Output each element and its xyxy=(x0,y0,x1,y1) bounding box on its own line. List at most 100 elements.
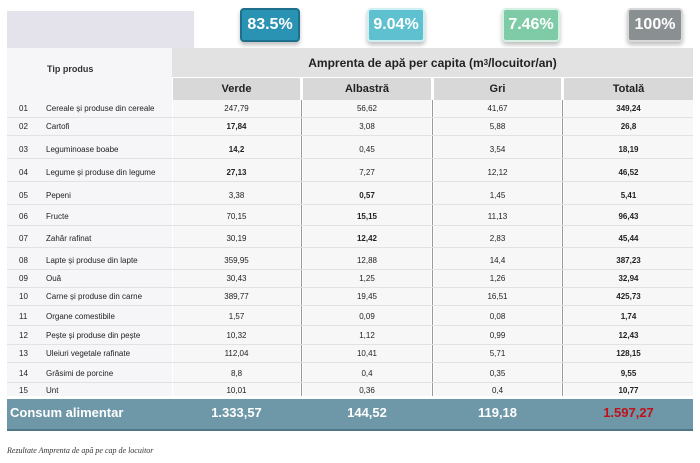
row-number: 12 xyxy=(19,331,28,340)
row-value-totala: 425,73 xyxy=(616,292,641,301)
row-value-albastra: 0,45 xyxy=(359,145,375,154)
figure-caption: Rezultate Amprenta de apă pe cap de locu… xyxy=(7,446,154,455)
row-value-albastra: 12,88 xyxy=(356,256,378,265)
row-value-gri: 1,26 xyxy=(489,274,506,283)
column-background xyxy=(173,100,300,396)
column-header-albastra: Albastră xyxy=(303,78,431,100)
header-title: Amprenta de apă per capita (m xyxy=(308,55,484,70)
row-value-gri: 0,4 xyxy=(491,386,504,395)
row-value-totala: 18,19 xyxy=(618,145,639,154)
table-row: 03 Leguminoase boabe 14,2 0,45 3,54 18,19 xyxy=(7,141,693,158)
row-divider xyxy=(7,158,693,159)
row-divider xyxy=(7,247,693,248)
row-divider xyxy=(7,135,693,136)
table-row: 12 Pește și produse din pește 10,32 1,12 0,9… xyxy=(7,327,693,344)
row-value-verde: 247,79 xyxy=(224,104,249,113)
row-number: 10 xyxy=(19,292,28,301)
row-value-albastra: 10,41 xyxy=(356,349,378,358)
table-row: 13 Uleiuri vegetale rafinate 112,04 10,41 5,… xyxy=(7,345,693,362)
row-number: 05 xyxy=(19,191,28,200)
row-value-verde: 14,2 xyxy=(228,145,245,154)
row-value-gri: 41,67 xyxy=(487,104,508,113)
table-row: 04 Legume și produse din legume 27,13 7,27 1… xyxy=(7,164,693,181)
row-number: 14 xyxy=(19,369,28,378)
row-divider xyxy=(7,269,693,270)
row-value-verde: 3,38 xyxy=(228,191,245,200)
badge-verde-percent: 83.5% xyxy=(240,8,300,42)
column-divider xyxy=(562,100,563,396)
row-value-albastra: 12,42 xyxy=(356,234,378,243)
row-value-verde: 10,01 xyxy=(226,386,247,395)
row-divider xyxy=(7,225,693,226)
row-value-verde: 17,84 xyxy=(226,122,247,131)
row-number: 06 xyxy=(19,212,28,221)
row-divider xyxy=(7,287,693,288)
row-value-albastra: 1,25 xyxy=(359,274,375,283)
row-divider xyxy=(7,305,693,306)
table-row: 01 Cereale și produse din cereale 247,79 56… xyxy=(7,100,693,117)
row-product-name: Ouă xyxy=(46,274,62,283)
row-divider xyxy=(7,204,693,205)
total-label: Consum alimentar xyxy=(10,405,124,420)
row-value-verde: 1,57 xyxy=(228,312,245,321)
row-product-name: Carne și produse din carne xyxy=(46,292,143,301)
row-value-gri: 1,45 xyxy=(489,191,506,200)
row-value-verde: 359,95 xyxy=(224,256,249,265)
badge-gri-percent: 7.46% xyxy=(502,8,560,42)
row-value-totala: 12,43 xyxy=(618,331,639,340)
row-product-name: Uleiuri vegetale rafinate xyxy=(46,349,131,358)
row-divider xyxy=(7,382,693,383)
row-value-totala: 32,94 xyxy=(618,274,639,283)
row-number: 08 xyxy=(19,256,28,265)
row-number: 04 xyxy=(19,168,28,177)
row-divider xyxy=(7,362,693,363)
row-value-gri: 0,35 xyxy=(489,369,506,378)
row-value-verde: 30,19 xyxy=(226,234,247,243)
left-column-background xyxy=(7,48,172,396)
row-value-gri: 5,71 xyxy=(489,349,506,358)
table-row: 07 Zahăr rafinat 30,19 12,42 2,83 45,44 xyxy=(7,230,693,247)
row-value-gri: 11,13 xyxy=(487,212,508,221)
row-product-name: Zahăr rafinat xyxy=(46,234,92,243)
total-albastra: 144,52 xyxy=(347,405,387,420)
row-product-name: Lapte și produse din lapte xyxy=(46,256,138,265)
column-background xyxy=(303,100,431,396)
table-row: 14 Grăsimi de porcine 8,8 0,4 0,35 9,55 xyxy=(7,365,693,382)
row-value-albastra: 1,12 xyxy=(359,331,375,340)
row-value-totala: 387,23 xyxy=(616,256,641,265)
row-product-name: Organe comestibile xyxy=(46,312,115,321)
column-background xyxy=(434,100,561,396)
table-row: 02 Cartofi 17,84 3,08 5,88 26,8 xyxy=(7,118,693,135)
row-value-albastra: 7,27 xyxy=(359,168,375,177)
row-value-gri: 16,51 xyxy=(487,292,508,301)
row-value-gri: 0,99 xyxy=(489,331,506,340)
row-product-name: Pepeni xyxy=(46,191,71,200)
row-divider xyxy=(7,325,693,326)
row-product-name: Cereale și produse din cereale xyxy=(46,104,155,113)
row-product-name: Leguminoase boabe xyxy=(46,145,119,154)
row-value-verde: 30,43 xyxy=(226,274,247,283)
table-row: 15 Unt 10,01 0,36 0,4 10,77 xyxy=(7,382,693,399)
table-row: 11 Organe comestibile 1,57 0,09 0,08 1,74 xyxy=(7,308,693,325)
row-product-name: Grăsimi de porcine xyxy=(46,369,114,378)
row-product-name: Cartofi xyxy=(46,122,70,131)
row-number: 02 xyxy=(19,122,28,131)
row-value-gri: 5,88 xyxy=(489,122,506,131)
row-value-gri: 0,08 xyxy=(489,312,506,321)
total-gri: 119,18 xyxy=(477,405,518,420)
row-value-totala: 9,55 xyxy=(620,369,637,378)
row-value-totala: 26,8 xyxy=(620,122,637,131)
row-value-albastra: 0,57 xyxy=(359,191,375,200)
row-number: 03 xyxy=(19,145,28,154)
row-number: 07 xyxy=(19,234,28,243)
row-value-totala: 5,41 xyxy=(620,191,637,200)
column-divider xyxy=(432,100,433,396)
row-value-gri: 12,12 xyxy=(487,168,508,177)
row-number: 13 xyxy=(19,349,28,358)
row-value-verde: 112,04 xyxy=(224,349,249,358)
row-product-name: Pește și produse din pește xyxy=(46,331,141,340)
row-number: 11 xyxy=(19,312,28,321)
row-value-totala: 45,44 xyxy=(618,234,639,243)
row-value-albastra: 15,15 xyxy=(356,212,378,221)
row-value-verde: 27,13 xyxy=(226,168,247,177)
